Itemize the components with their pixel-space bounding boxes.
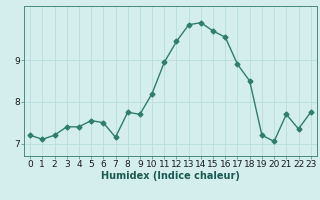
X-axis label: Humidex (Indice chaleur): Humidex (Indice chaleur) <box>101 171 240 181</box>
